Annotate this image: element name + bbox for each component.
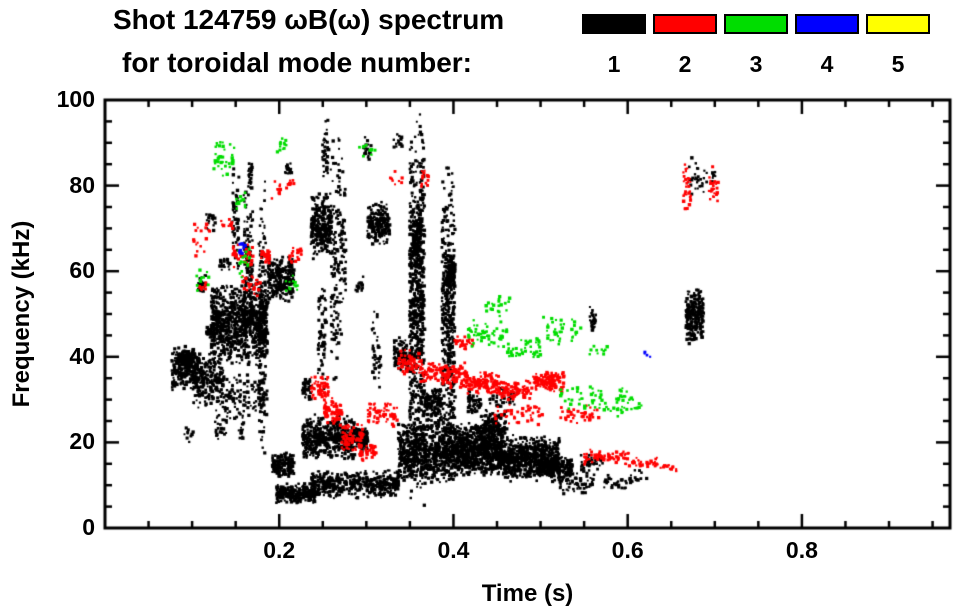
y-tick-label-60: 60 (69, 257, 95, 284)
y-axis-title: Frequency (kHz) (8, 220, 35, 408)
y-tick-label-20: 20 (69, 428, 95, 455)
legend-swatch-mode-3 (724, 14, 788, 34)
y-tick-label-100: 100 (56, 86, 95, 112)
x-tick-label-0.6: 0.6 (611, 537, 644, 563)
legend-label-mode-1: 1 (607, 51, 621, 77)
figure-title-line1: Shot 124759 ωB(ω) spectrum (113, 4, 505, 35)
legend-swatch-mode-5 (866, 14, 930, 34)
figure-title-line2: for toroidal mode number: (122, 47, 472, 78)
legend-label-mode-3: 3 (749, 51, 763, 77)
x-tick-label-0.2: 0.2 (263, 537, 296, 563)
legend-label-mode-2: 2 (678, 51, 692, 77)
x-axis-title: Time (s) (481, 580, 574, 607)
legend-label-mode-4: 4 (820, 51, 834, 77)
x-tick-label-0.4: 0.4 (437, 537, 470, 563)
x-tick-label-0.8: 0.8 (785, 537, 818, 563)
legend-label-mode-5: 5 (891, 51, 905, 77)
legend-swatch-mode-2 (653, 14, 717, 34)
legend-swatch-mode-4 (795, 14, 859, 34)
legend-swatch-mode-1 (582, 14, 646, 34)
y-tick-label-40: 40 (69, 342, 95, 369)
y-tick-label-0: 0 (82, 514, 95, 540)
y-tick-label-80: 80 (69, 171, 95, 198)
